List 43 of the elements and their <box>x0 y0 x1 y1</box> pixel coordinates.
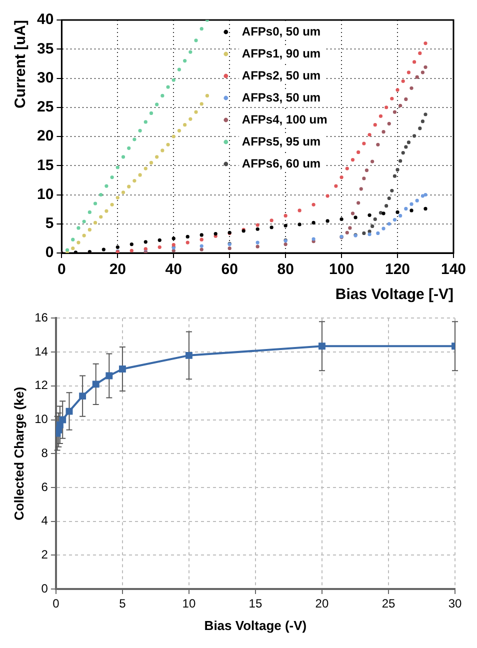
y-tick-label: 4 <box>41 514 48 528</box>
y-tick-label: 10 <box>34 412 48 426</box>
y-tick-label: 10 <box>36 186 54 203</box>
y-axis-title: Collected Charge (ke) <box>11 386 26 520</box>
x-tick-label: 30 <box>448 596 462 611</box>
y-tick-label: 16 <box>34 310 48 325</box>
x-tick-label: 10 <box>182 596 196 611</box>
legend-label: AFPs0, 50 um <box>242 24 321 38</box>
y-tick-label: 12 <box>34 378 48 392</box>
y-tick-label: 35 <box>36 40 54 58</box>
y-tick-label: 0 <box>41 581 48 596</box>
y-tick-label: 5 <box>45 215 54 232</box>
y-tick-label: 6 <box>41 480 48 494</box>
x-tick-label: 80 <box>277 261 294 278</box>
y-tick-label: 40 <box>36 11 54 28</box>
x-axis-title: Bias Voltage [-V] <box>335 286 454 304</box>
x-tick-label: 100 <box>329 261 354 278</box>
x-tick-label: 120 <box>385 261 410 278</box>
legend-label: AFPs6, 60 um <box>242 156 321 170</box>
x-tick-label: 20 <box>109 261 126 278</box>
legend-label: AFPs1, 90 um <box>242 46 321 60</box>
y-axis-title: Current [uA] <box>12 20 30 108</box>
y-tick-label: 25 <box>36 98 54 116</box>
x-tick-label: 0 <box>58 261 66 278</box>
legend-label: AFPs2, 50 um <box>242 68 321 82</box>
legend-label: AFPs5, 95 um <box>242 134 321 148</box>
y-tick-label: 14 <box>34 344 48 358</box>
y-tick-label: 20 <box>36 128 54 145</box>
y-tick-label: 8 <box>41 446 48 460</box>
x-tick-label: 140 <box>440 261 466 278</box>
y-tick-label: 2 <box>41 547 48 562</box>
x-tick-label: 5 <box>119 596 126 611</box>
x-axis-title: Bias Voltage (-V) <box>204 618 307 633</box>
y-tick-label: 30 <box>36 69 54 86</box>
y-tick-label: 15 <box>36 156 54 174</box>
legend-label: AFPs3, 50 um <box>242 90 321 104</box>
legend-label: AFPs4, 100 um <box>242 112 328 126</box>
x-tick-label: 25 <box>382 596 396 611</box>
x-tick-label: 20 <box>315 596 329 611</box>
x-tick-label: 15 <box>248 596 262 611</box>
y-tick-label: 0 <box>45 244 54 262</box>
x-tick-label: 40 <box>165 261 182 278</box>
x-tick-label: 60 <box>221 261 238 278</box>
